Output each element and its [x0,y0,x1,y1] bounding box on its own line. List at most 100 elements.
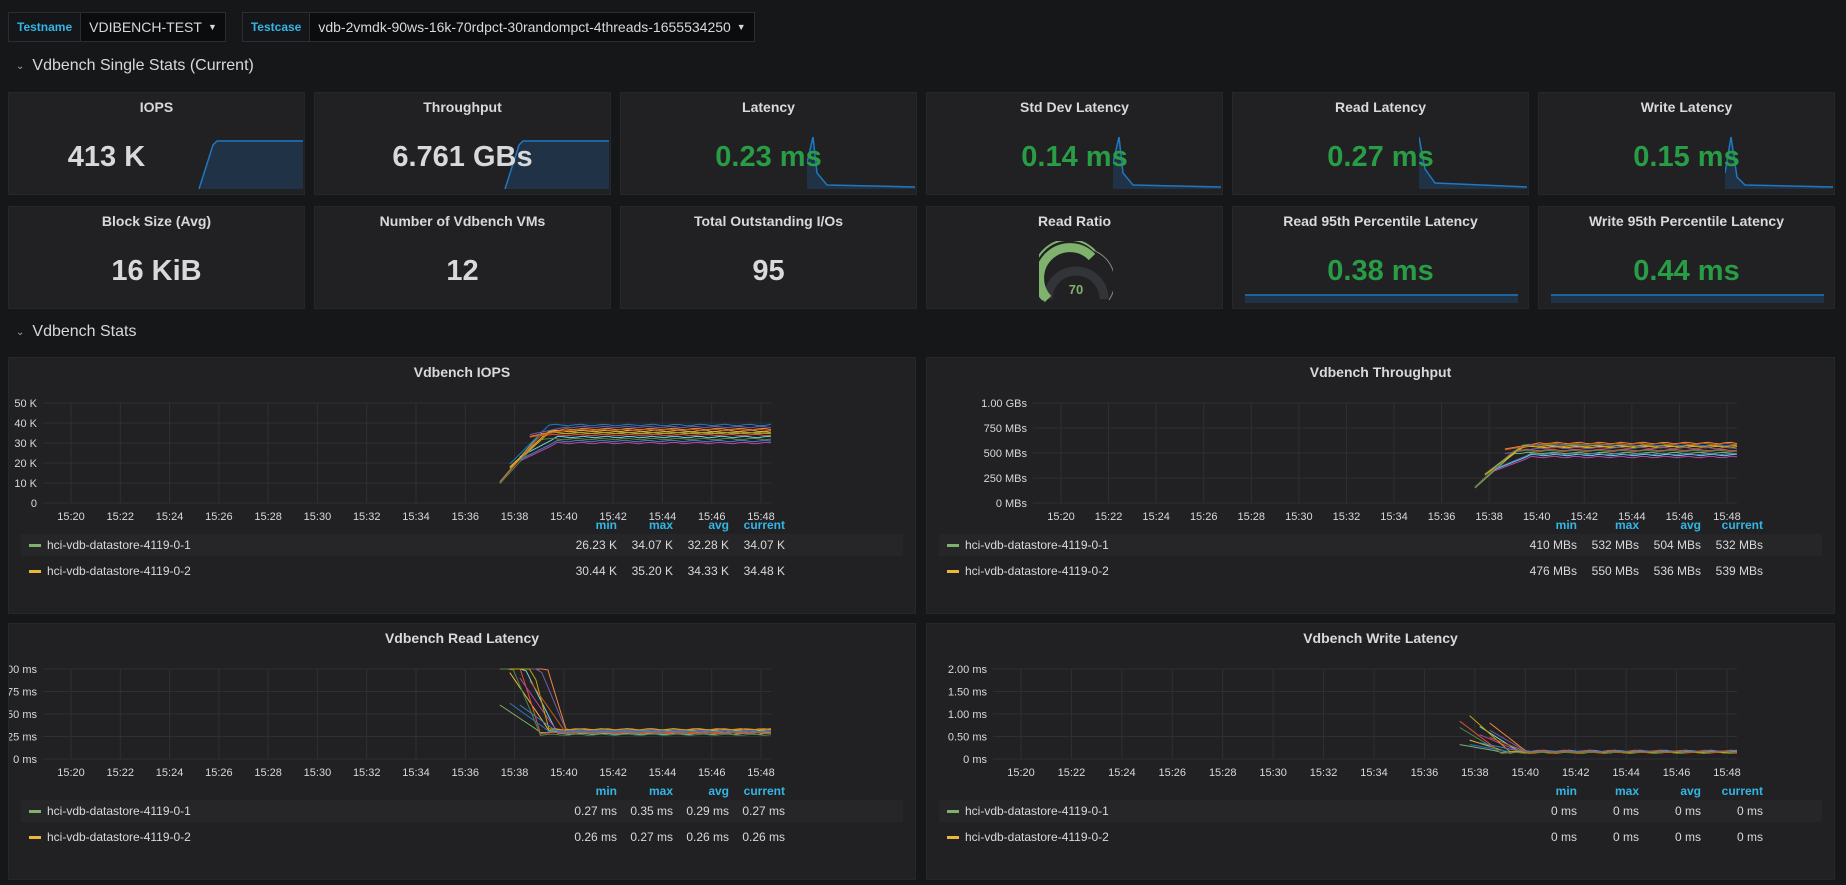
y-tick-label: 1.50 ms [948,687,988,699]
legend-header-min[interactable]: min [1555,518,1577,532]
series-line [519,677,772,734]
legend-swatch [947,835,959,839]
legend-header-min[interactable]: min [595,518,617,532]
legend-header-max[interactable]: max [1614,784,1639,798]
legend-header-current[interactable]: current [1721,784,1763,798]
series-line [529,425,772,436]
legend-item[interactable]: hci-vdb-datastore-4119-0-1 26.23 K 34.07 K… [21,534,903,556]
series-line [529,668,772,731]
stat-panel-iops[interactable]: IOPS 413 K [8,92,305,195]
panel-title: Vdbench Write Latency [1303,630,1458,646]
y-tick-label: 0.50 ms [948,732,988,744]
sparkline-write-p95 [1551,294,1824,303]
graph-panel-iops[interactable]: Vdbench IOPS 50 K 40 K 30 K 20 K 10 K 0 15:20 1… [8,357,916,614]
stat-panel-write-p95[interactable]: Write 95th Percentile Latency 0.44 ms [1538,206,1835,309]
legend-item[interactable]: hci-vdb-datastore-4119-0-2 0 ms 0 ms 0 ms 0 … [939,826,1822,848]
series-line [529,668,772,732]
panel-title: Write 95th Percentile Latency [1588,213,1785,229]
sparkline-throughput [504,140,609,189]
legend-item[interactable]: hci-vdb-datastore-4119-0-2 476 MBs 550 MBs… [939,560,1822,582]
caret-down-icon: ▼ [207,22,217,32]
x-tick-label: 15:44 [649,511,677,523]
sparkline-std-dev [1113,136,1222,189]
y-tick-label: 0.50 ms [9,709,37,721]
series-line [1479,726,1738,753]
legend-avg-value: 504 MBs [1653,538,1701,552]
stat-value: 6.761 GBs [392,141,533,173]
series-line [499,668,772,735]
sparkline-read-latency [1419,136,1528,189]
stat-panel-read-latency[interactable]: Read Latency 0.27 ms [1232,92,1529,195]
testname-dropdown[interactable]: VDIBENCH-TEST ▼ [81,13,225,41]
y-tick-label: 0 ms [13,754,37,766]
legend-current-value: 0 ms [1736,830,1763,844]
x-tick-label: 15:40 [1523,511,1551,523]
legend-header-max[interactable]: max [648,518,673,532]
legend-header-max[interactable]: max [648,784,673,798]
y-tick-label: 40 K [14,418,37,430]
legend-header-current[interactable]: current [1721,518,1763,532]
legend-max-value: 34.07 K [631,538,673,552]
legend-max-value: 532 MBs [1591,538,1639,552]
legend-item[interactable]: hci-vdb-datastore-4119-0-1 410 MBs 532 MBs… [939,534,1822,556]
x-tick-label: 15:22 [1095,511,1123,523]
y-tick-label: 500 MBs [984,448,1028,460]
graph-panel-write-latency[interactable]: Vdbench Write Latency 2.00 ms 1.50 ms 1.00… [926,623,1835,880]
legend-swatch [947,543,959,547]
stat-panel-vm-count[interactable]: Number of Vdbench VMs 12 [314,206,611,309]
panel-title: Read Latency [1334,99,1427,115]
stat-panel-latency[interactable]: Latency 0.23 ms [620,92,917,195]
y-tick-label: 750 MBs [984,423,1028,435]
stat-panel-throughput[interactable]: Throughput 6.761 GBs [314,92,611,195]
x-tick-label: 15:22 [107,511,135,523]
legend-header-avg[interactable]: avg [1680,518,1701,532]
testname-variable: Testname VDIBENCH-TEST ▼ [8,12,226,42]
legend-header-avg[interactable]: avg [708,518,729,532]
row-vdbench-stats[interactable]: ⌄ Vdbench Stats [16,323,136,341]
legend-item[interactable]: hci-vdb-datastore-4119-0-2 30.44 K 35.20 K… [21,560,903,582]
stat-panel-read-p95[interactable]: Read 95th Percentile Latency 0.38 ms [1232,206,1529,309]
stat-panel-read-ratio[interactable]: Read Ratio 70 [926,206,1223,309]
x-tick-label: 15:32 [1333,511,1361,523]
graph-plot: 1.00 ms 0.75 ms 0.50 ms 0.25 ms 0 ms 15:20 15:… [9,664,775,779]
legend-max-value: 0 ms [1612,830,1639,844]
x-tick-label: 15:46 [698,767,726,779]
y-tick-label: 0.75 ms [9,687,37,699]
series-line [529,427,772,437]
graph-panel-throughput[interactable]: Vdbench Throughput 1.00 GBs 750 MBs 500 MB… [926,357,1835,614]
sparkline-iops [198,140,303,189]
legend-header-min[interactable]: min [595,784,617,798]
panel-title: Read 95th Percentile Latency [1283,213,1478,229]
legend-series-name: hci-vdb-datastore-4119-0-1 [47,538,191,552]
graph-panel-read-latency[interactable]: Vdbench Read Latency 1.00 ms 0.75 ms 0.50 … [8,623,916,880]
legend-header-min[interactable]: min [1555,784,1577,798]
legend-current-value: 0.27 ms [742,804,785,818]
stat-value: 0.23 ms [715,141,822,173]
stat-panel-std-dev-latency[interactable]: Std Dev Latency 0.14 ms [926,92,1223,195]
legend-item[interactable]: hci-vdb-datastore-4119-0-2 0.26 ms 0.27 ms… [21,826,903,848]
x-tick-label: 15:30 [304,511,332,523]
series-line [1494,455,1738,472]
legend-header-current[interactable]: current [743,518,785,532]
series-line [1474,448,1738,488]
panel-title: Write Latency [1640,99,1733,115]
stat-panel-block-size[interactable]: Block Size (Avg) 16 KiB [8,206,305,309]
stat-value: 12 [446,255,479,287]
legend-item[interactable]: hci-vdb-datastore-4119-0-1 0.27 ms 0.35 ms… [21,800,903,822]
template-variables: Testname VDIBENCH-TEST ▼ Testcase vdb-2vm… [8,12,755,42]
stat-panel-write-latency[interactable]: Write Latency 0.15 ms [1538,92,1835,195]
legend-header-max[interactable]: max [1614,518,1639,532]
x-tick-label: 15:24 [156,511,184,523]
legend-header-avg[interactable]: avg [1680,784,1701,798]
y-tick-label: 0.25 ms [9,732,37,744]
legend-item[interactable]: hci-vdb-datastore-4119-0-1 0 ms 0 ms 0 ms 0 … [939,800,1822,822]
legend-header-current[interactable]: current [743,784,785,798]
row-single-stats[interactable]: ⌄ Vdbench Single Stats (Current) [16,57,254,75]
testcase-dropdown[interactable]: vdb-2vmdk-90ws-16k-70rdpct-30randompct-4… [310,13,754,41]
x-tick-label: 15:24 [156,767,184,779]
x-tick-label: 15:44 [649,767,677,779]
legend-header-avg[interactable]: avg [708,784,729,798]
stat-panel-outstanding-ios[interactable]: Total Outstanding I/Os 95 [620,206,917,309]
read-ratio-gauge: 70 [1039,241,1113,303]
x-tick-label: 15:32 [1310,767,1338,779]
